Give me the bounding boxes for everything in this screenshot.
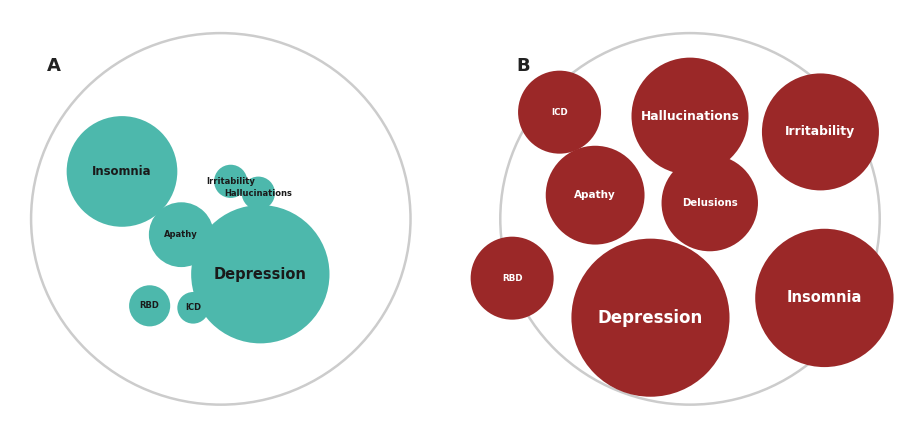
- Circle shape: [630, 58, 748, 175]
- Text: ICD: ICD: [550, 108, 567, 116]
- Text: Irritability: Irritability: [206, 177, 255, 186]
- Circle shape: [754, 229, 892, 367]
- Text: Hallucinations: Hallucinations: [640, 110, 739, 122]
- Text: Depression: Depression: [597, 309, 702, 327]
- Circle shape: [214, 165, 247, 198]
- Text: RBD: RBD: [140, 301, 159, 310]
- Circle shape: [177, 292, 209, 323]
- Circle shape: [129, 285, 170, 326]
- Text: Apathy: Apathy: [573, 190, 616, 200]
- Circle shape: [517, 71, 600, 154]
- Circle shape: [471, 237, 553, 320]
- Text: Hallucinations: Hallucinations: [224, 189, 292, 198]
- Circle shape: [242, 176, 275, 210]
- Text: Delusions: Delusions: [681, 198, 737, 208]
- Circle shape: [191, 205, 329, 343]
- Text: RBD: RBD: [501, 274, 522, 283]
- Circle shape: [149, 202, 213, 267]
- Text: Irritability: Irritability: [785, 125, 855, 139]
- Text: Apathy: Apathy: [165, 230, 198, 239]
- Circle shape: [571, 239, 729, 397]
- Text: Depression: Depression: [213, 267, 306, 282]
- Circle shape: [545, 146, 644, 244]
- Text: B: B: [516, 57, 529, 75]
- Circle shape: [661, 155, 757, 251]
- Text: Insomnia: Insomnia: [786, 290, 861, 306]
- Circle shape: [761, 74, 878, 190]
- Text: ICD: ICD: [185, 303, 201, 312]
- Text: A: A: [47, 57, 61, 75]
- Circle shape: [66, 116, 177, 227]
- Text: Insomnia: Insomnia: [92, 165, 152, 178]
